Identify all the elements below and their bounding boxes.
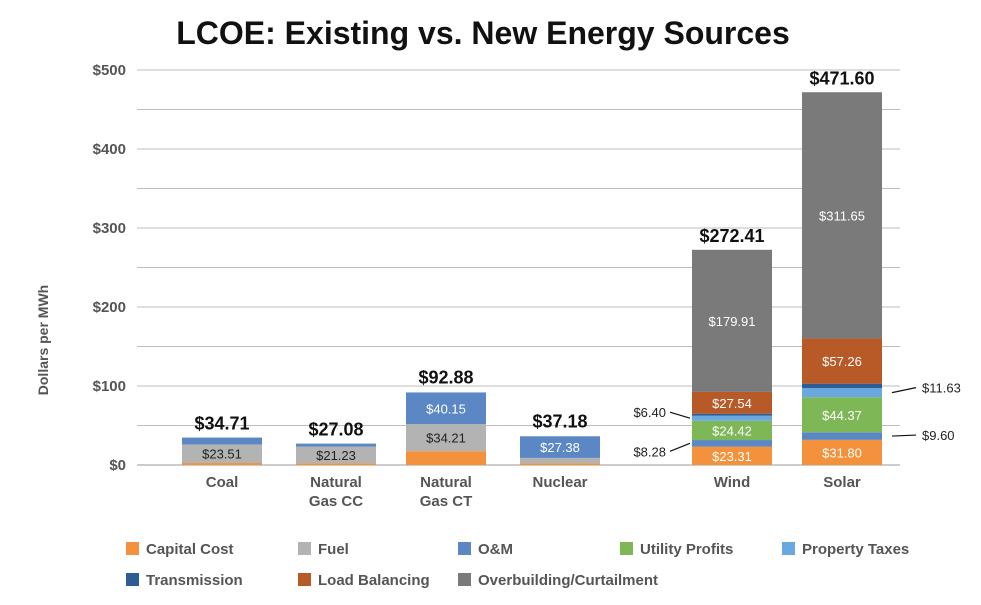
legend-label: Load Balancing xyxy=(318,572,430,589)
legend-label: O&M xyxy=(478,541,513,558)
bar-segment-o-m xyxy=(406,392,486,425)
segment-value-label: $311.65 xyxy=(819,208,865,223)
legend-swatch-capital-cost xyxy=(126,542,139,555)
bar-segment-utility-profits xyxy=(692,420,772,441)
annotation-leader xyxy=(669,442,691,452)
total-label: $27.08 xyxy=(308,420,363,440)
segment-labels: $23.51 $21.23 $34.21 $40.15 $27.38 $23.31 $24.… xyxy=(202,208,865,463)
legend-label: Property Taxes xyxy=(802,541,909,558)
bar-segment-fuel xyxy=(296,446,376,464)
category-label: Nuclear xyxy=(532,474,587,491)
legend-swatch-transmission xyxy=(126,573,139,586)
bar-segment-transmission xyxy=(802,383,882,389)
bar-segment-capital-cost xyxy=(406,451,486,465)
bar-segment-transmission xyxy=(692,413,772,416)
legend-swatch-property-taxes xyxy=(782,542,795,555)
segment-value-label: $21.23 xyxy=(316,448,356,463)
bar-segment-capital-cost xyxy=(692,446,772,465)
y-tick-label: $0 xyxy=(109,457,126,474)
segment-value-label: $40.15 xyxy=(426,401,466,416)
y-tick-label: $400 xyxy=(93,141,126,158)
legend-swatch-fuel xyxy=(298,542,311,555)
category-label: Wind xyxy=(714,474,751,491)
y-tick-label: $300 xyxy=(93,220,126,237)
annotations: $6.40 $8.28 $11.63 $9.60 xyxy=(633,381,960,460)
category-label: Natural xyxy=(310,474,362,491)
legend-label: Fuel xyxy=(318,541,349,558)
category-label: Coal xyxy=(206,474,239,491)
segment-value-label: $179.91 xyxy=(709,314,756,329)
legend-label: Overbuilding/Curtailment xyxy=(478,572,658,589)
legend-swatch-load-balancing xyxy=(298,573,311,586)
legend-swatch-overbuilding-curtailment xyxy=(458,573,471,586)
total-label: $34.71 xyxy=(194,414,249,434)
segment-value-label: $24.42 xyxy=(712,423,752,438)
category-label: Gas CT xyxy=(420,493,473,510)
segment-value-label: $27.38 xyxy=(540,440,580,455)
legend-swatch-o-m xyxy=(458,542,471,555)
category-labels: Coal Natural Gas CC Natural Gas CT Nuclear Win… xyxy=(206,474,861,510)
segment-value-label: $34.21 xyxy=(426,431,466,446)
segment-value-label: $31.80 xyxy=(822,445,862,460)
total-label: $37.18 xyxy=(532,412,587,432)
bars xyxy=(182,92,882,465)
bar-segment-o-m xyxy=(182,437,262,445)
bar-segment-utility-profits xyxy=(802,397,882,433)
bar-segment-fuel xyxy=(182,444,262,464)
bar-segment-o-m xyxy=(802,432,882,440)
y-tick-label: $500 xyxy=(93,62,126,79)
bar-segment-overbuilding-curtailment xyxy=(692,249,772,392)
category-label: Solar xyxy=(823,474,861,491)
annotation-label: $11.63 xyxy=(922,381,961,396)
bar-segment-fuel xyxy=(520,457,600,464)
segment-value-label: $23.51 xyxy=(202,447,242,462)
segment-value-label: $44.37 xyxy=(822,408,862,423)
y-tick-label: $100 xyxy=(93,378,126,395)
legend: Capital Cost Fuel O&M Utility Profits Proper… xyxy=(126,541,909,589)
segment-value-label: $27.54 xyxy=(712,396,752,411)
bar-segment-load-balancing xyxy=(692,391,772,414)
y-tick-label: $200 xyxy=(93,299,126,316)
annotation-label: $6.40 xyxy=(633,405,666,420)
bar-segment-fuel xyxy=(406,424,486,452)
bar-segment-o-m xyxy=(296,443,376,447)
bar-segment-capital-cost xyxy=(520,463,600,465)
annotation-leader xyxy=(669,411,691,419)
total-labels: $34.71 $27.08 $92.88 $37.18 $272.41 $471.60 xyxy=(194,68,874,439)
annotation-label: $9.60 xyxy=(922,428,955,443)
annotation-leader xyxy=(891,434,917,437)
legend-label: Capital Cost xyxy=(146,541,234,558)
segment-value-label: $57.26 xyxy=(822,354,862,369)
bar-segment-o-m xyxy=(692,440,772,447)
bar-segment-property-taxes xyxy=(802,388,882,398)
bar-segment-overbuilding-curtailment xyxy=(802,92,882,339)
annotation-label: $8.28 xyxy=(633,444,666,459)
y-axis-label: Dollars per MWh xyxy=(35,285,51,395)
y-tick-labels: $0 $100 $200 $300 $400 $500 xyxy=(93,62,126,474)
total-label: $272.41 xyxy=(699,226,764,246)
bar-segment-load-balancing xyxy=(802,338,882,384)
bar-segment-capital-cost xyxy=(182,463,262,465)
category-label: Gas CC xyxy=(309,493,363,510)
gridlines xyxy=(137,69,900,466)
total-label: $92.88 xyxy=(418,368,473,388)
bar-segment-o-m xyxy=(520,436,600,458)
bar-segment-capital-cost xyxy=(296,463,376,465)
total-label: $471.60 xyxy=(809,68,874,88)
bar-segment-property-taxes xyxy=(692,415,772,421)
legend-label: Transmission xyxy=(146,572,243,589)
bar-segment-capital-cost xyxy=(802,439,882,465)
legend-label: Utility Profits xyxy=(640,541,733,558)
segment-value-label: $23.31 xyxy=(712,449,752,464)
annotation-leader xyxy=(891,387,917,394)
chart-title: LCOE: Existing vs. New Energy Sources xyxy=(176,15,790,51)
legend-swatch-utility-profits xyxy=(620,542,633,555)
category-label: Natural xyxy=(420,474,472,491)
